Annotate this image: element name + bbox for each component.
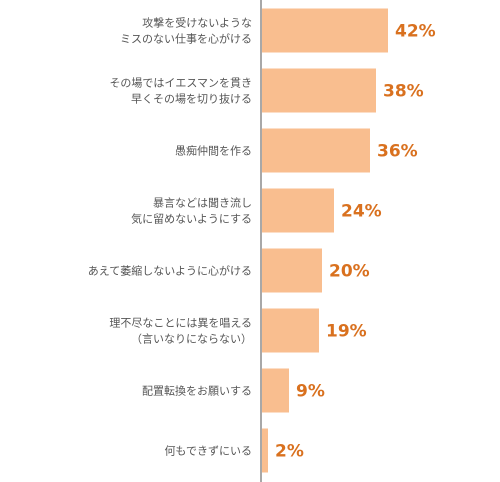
value-label-7: 2% xyxy=(275,442,304,462)
category-label-7: 何もできずにいる xyxy=(164,445,252,458)
category-label-line: （言いなりにならない） xyxy=(131,333,252,346)
bar-6 xyxy=(262,368,289,413)
bar-0 xyxy=(262,8,388,53)
bar-2 xyxy=(262,128,370,173)
category-label-2: 愚痴仲間を作る xyxy=(175,144,252,158)
value-label-5: 19% xyxy=(326,322,367,342)
category-label-line: 理不尽なことには異を唱える xyxy=(109,317,252,330)
value-label-4: 20% xyxy=(329,262,370,282)
category-label-line: 気に留めないようにする xyxy=(131,212,252,226)
bar-3 xyxy=(262,188,334,233)
category-label-line: あえて萎縮しないように心がける xyxy=(88,264,252,278)
value-label-0: 42% xyxy=(395,22,436,42)
bars xyxy=(262,8,388,473)
category-label-line: 早くその場を切り抜ける xyxy=(131,92,252,106)
value-label-1: 38% xyxy=(383,82,424,102)
category-label-line: 攻撃を受けないような xyxy=(142,16,252,30)
category-label-line: 配置転換をお願いする xyxy=(142,385,252,398)
category-label-6: 配置転換をお願いする xyxy=(142,385,252,398)
value-label-6: 9% xyxy=(296,382,325,402)
bar-7 xyxy=(262,428,268,473)
category-label-3: 暴言などは聞き流し気に留めないようにする xyxy=(131,196,252,226)
bar-1 xyxy=(262,68,376,113)
value-label-3: 24% xyxy=(341,202,382,222)
category-label-1: その場ではイエスマンを貫き早くその場を切り抜ける xyxy=(109,77,252,106)
category-label-line: ミスのない仕事を心がける xyxy=(120,32,252,46)
category-labels: 攻撃を受けないようなミスのない仕事を心がけるその場ではイエスマンを貫き早くその場… xyxy=(88,16,252,458)
category-label-line: 暴言などは聞き流し xyxy=(153,196,252,210)
bar-4 xyxy=(262,248,322,293)
category-label-0: 攻撃を受けないようなミスのない仕事を心がける xyxy=(120,16,252,46)
category-label-4: あえて萎縮しないように心がける xyxy=(88,264,252,278)
value-labels: 42% 38% 36% 24% 20% 19% 9% 2% xyxy=(275,22,436,462)
bar-5 xyxy=(262,308,319,353)
category-label-5: 理不尽なことには異を唱える （言いなりにならない） xyxy=(109,317,252,346)
value-label-2: 36% xyxy=(377,142,418,162)
category-label-line: 愚痴仲間を作る xyxy=(175,144,252,158)
category-label-line: 何もできずにいる xyxy=(164,445,252,458)
category-label-line: その場ではイエスマンを貫き xyxy=(109,77,252,90)
